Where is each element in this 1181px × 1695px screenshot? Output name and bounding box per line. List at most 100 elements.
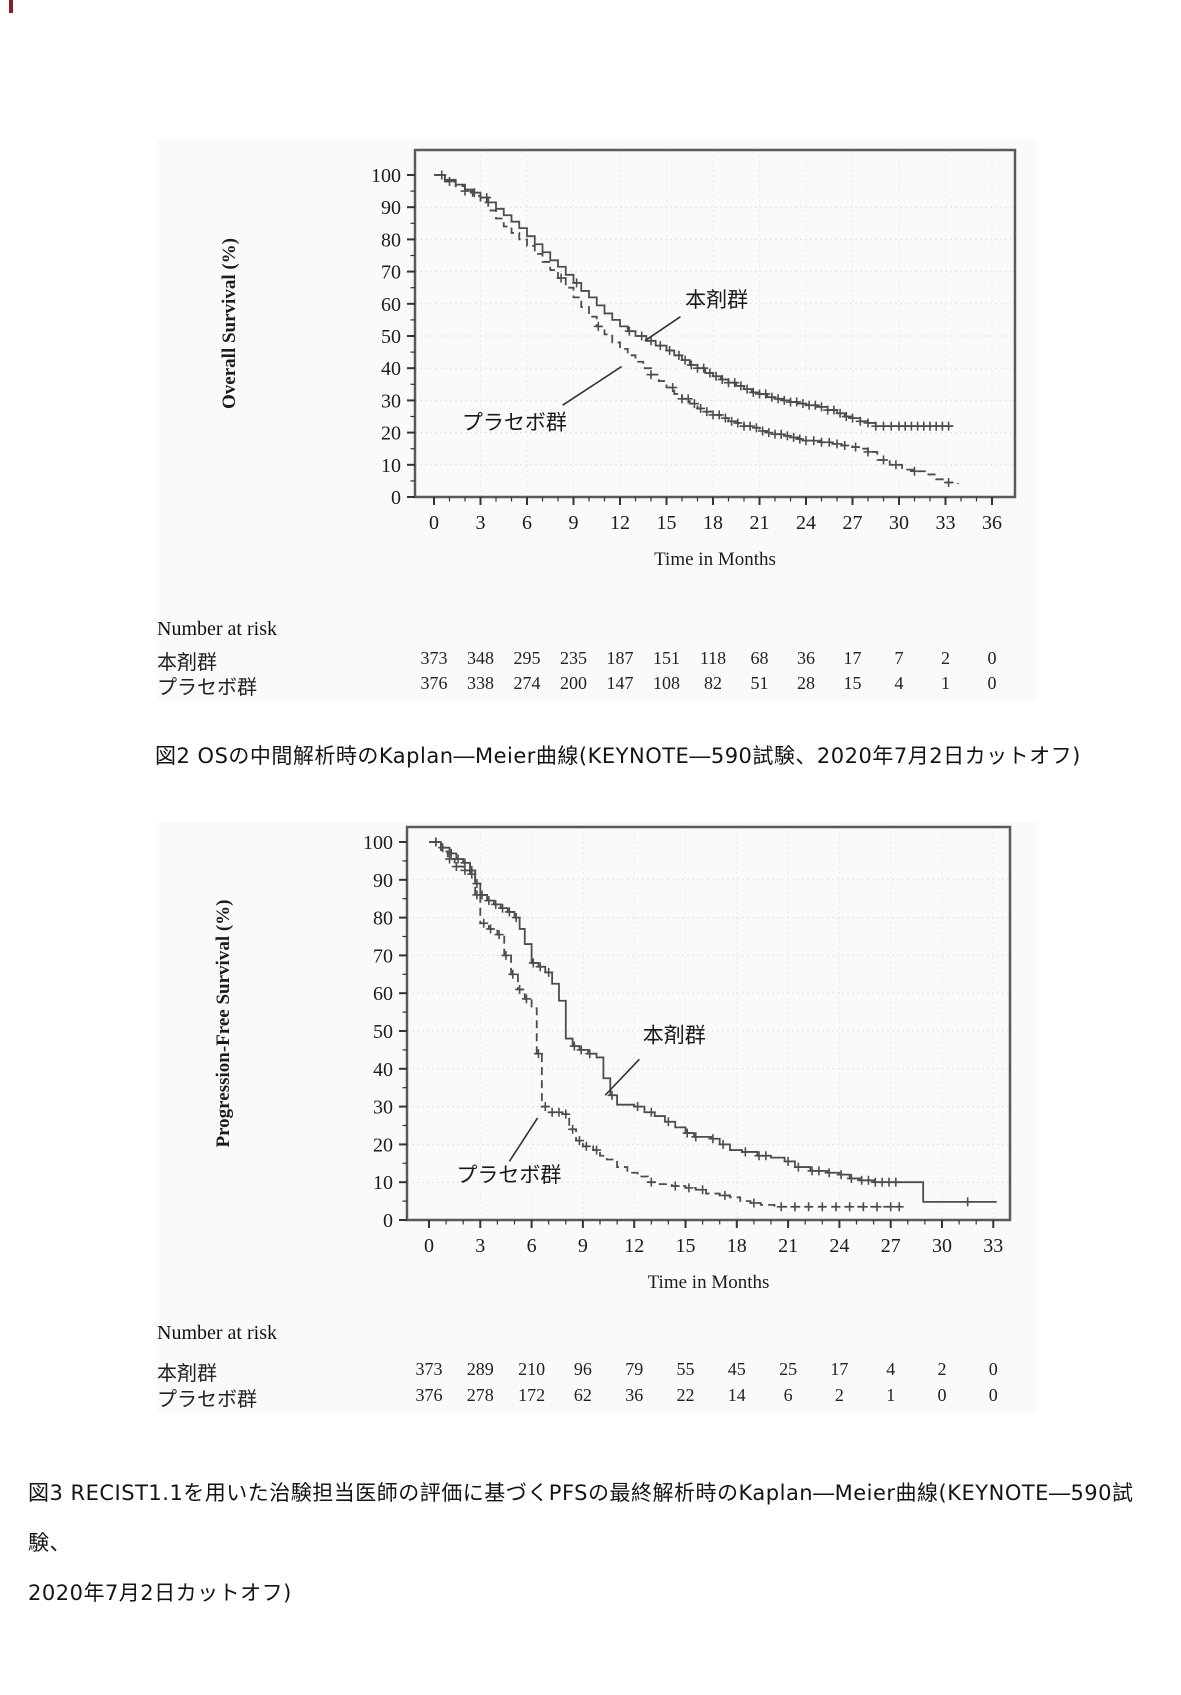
risk-value: 295 [513,648,541,668]
risk-value: 15 [843,673,862,693]
series-annotation-label: プラセボ群 [456,1163,561,1187]
risk-value: 376 [415,1385,443,1405]
risk-value: 0 [988,1359,998,1379]
x-tick-label: 21 [750,512,770,534]
risk-value: 55 [676,1359,695,1379]
y-axis-title: Progression-Free Survival (%) [213,899,234,1147]
y-tick-label: 70 [381,262,401,284]
risk-value: 36 [797,648,815,668]
risk-value: 28 [797,673,815,693]
x-axis-title: Time in Months [654,549,776,570]
annotation-leader-line [508,1117,539,1162]
risk-value: 210 [518,1359,546,1379]
risk-value: 235 [560,648,587,668]
risk-value: 0 [937,1385,947,1405]
risk-table-header: Number at risk [157,1322,277,1344]
risk-value: 62 [573,1385,592,1405]
km-curve-placebo [429,841,901,1208]
risk-value: 7 [894,648,904,668]
x-tick-label: 9 [578,1235,588,1257]
risk-value: 278 [466,1385,494,1405]
risk-value: 289 [466,1359,494,1379]
risk-value: 108 [653,673,680,693]
x-tick-label: 18 [703,512,723,534]
y-tick-label: 0 [383,1210,393,1232]
risk-value: 1 [886,1385,896,1405]
annotation-leader-line [644,316,681,342]
x-tick-label: 30 [889,512,909,534]
risk-value: 200 [560,673,587,693]
y-tick-label: 100 [371,165,401,187]
risk-value: 0 [987,673,997,693]
risk-value: 25 [779,1359,798,1379]
risk-table-header: Number at risk [157,618,277,640]
y-tick-label: 20 [373,1134,393,1156]
risk-value: 187 [606,648,634,668]
x-tick-label: 9 [569,512,579,534]
risk-value: 348 [467,648,494,668]
series-annotation-label: 本剤群 [685,288,748,312]
plot-frame [405,825,1012,1222]
y-tick-label: 80 [373,908,393,930]
x-tick-label: 30 [932,1235,952,1257]
risk-value: 274 [513,673,541,693]
y-tick-label: 50 [373,1021,393,1043]
figure3-caption: 図3 RECIST1.1を用いた治験担当医師の評価に基づくPFSの最終解析時のK… [28,1468,1168,1618]
x-tick-label: 0 [429,512,439,534]
y-tick-label: 10 [381,455,401,477]
os-km-chart: 0 3 6 9 12 15 18 21 24 27 30 33 36010203040506070809… [219,148,1017,570]
risk-value: 79 [625,1359,644,1379]
risk-value: 17 [830,1359,849,1379]
x-tick-label: 18 [727,1235,747,1257]
y-axis-title: Overall Survival (%) [219,238,240,409]
risk-value: 1 [941,673,950,693]
risk-row-label: 本剤群 [157,1361,217,1385]
x-tick-label: 15 [676,1235,696,1257]
x-tick-label: 36 [982,512,1002,534]
y-tick-label: 20 [381,423,401,445]
x-tick-label: 27 [843,512,863,534]
figure-os-km: 0 3 6 9 12 15 18 21 24 27 30 33 36 0 10 20 30 40 50 60 70 80 9… [157,140,1037,700]
y-tick-label: 40 [381,358,401,380]
figure3-caption-line1: 図3 RECIST1.1を用いた治験担当医師の評価に基づくPFSの最終解析時のK… [28,1481,1134,1555]
x-tick-label: 12 [610,512,630,534]
x-tick-label: 0 [424,1235,434,1257]
risk-value: 0 [987,648,997,668]
risk-value: 68 [750,648,769,668]
risk-value: 4 [894,673,904,693]
risk-value: 45 [727,1359,746,1379]
y-tick-label: 30 [373,1097,393,1119]
annotation-leader-line [562,365,622,406]
y-tick-label: 30 [381,390,401,412]
risk-value: 4 [886,1359,896,1379]
risk-value: 14 [727,1385,746,1405]
scan-artifact [9,0,13,13]
x-tick-label: 3 [476,512,486,534]
x-tick-label: 33 [936,512,956,534]
annotation-leader-line [604,1058,640,1096]
risk-row-label: 本剤群 [157,650,217,674]
risk-value: 51 [750,673,769,693]
risk-value: 96 [573,1359,592,1379]
risk-value: 373 [415,1359,443,1379]
y-tick-label: 90 [373,870,393,892]
x-tick-label: 27 [881,1235,901,1257]
risk-value: 22 [676,1385,695,1405]
x-tick-label: 12 [624,1235,644,1257]
y-tick-label: 70 [373,945,393,967]
pfs-km-chart: 0 3 6 9 12 15 18 21 24 27 30 33 0 10 20 30 40 50 60 70 80 90 1… [213,825,1012,1293]
y-tick-label: 10 [373,1172,393,1194]
y-tick-label: 60 [381,294,401,316]
km-curve-treatment [429,841,997,1203]
risk-value: 118 [699,648,727,668]
y-tick-label: 90 [381,197,401,219]
risk-value: 82 [704,673,722,693]
figure-pfs-km: 0 3 6 9 12 15 18 21 24 27 30 33 0 10 20 30 40 50 60 70 80 90 1… [157,822,1037,1412]
y-tick-label: 40 [373,1059,393,1081]
y-tick-label: 50 [381,326,401,348]
series-annotation-label: プラセボ群 [462,410,567,434]
y-tick-label: 80 [381,229,401,251]
risk-value: 2 [937,1359,947,1379]
figure3-caption-line2: 2020年7月2日カットオフ) [28,1581,292,1605]
